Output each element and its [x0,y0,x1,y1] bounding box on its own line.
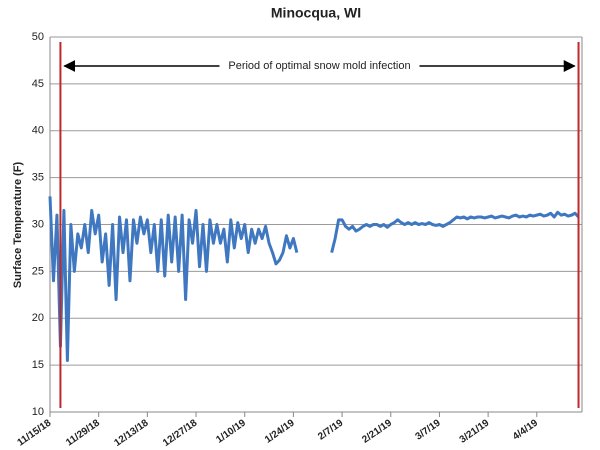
data-line [48,196,299,362]
y-tick-label: 30 [32,218,44,230]
y-tick-label: 20 [32,312,44,324]
y-tick-label: 40 [32,125,44,137]
y-tick-label: 35 [32,172,44,184]
annotation-bg [219,58,420,74]
y-tick-label: 45 [32,78,44,90]
y-axis-label: Surface Temperature (F) [12,161,24,288]
chart-title: Minocqua, WI [271,5,361,21]
y-tick-label: 25 [32,265,44,277]
y-tick-label: 50 [32,31,44,43]
data-line [330,210,580,253]
y-tick-label: 15 [32,359,44,371]
annotation: Period of optimal snow mold infection [228,60,410,72]
y-tick-label: 10 [32,406,44,418]
